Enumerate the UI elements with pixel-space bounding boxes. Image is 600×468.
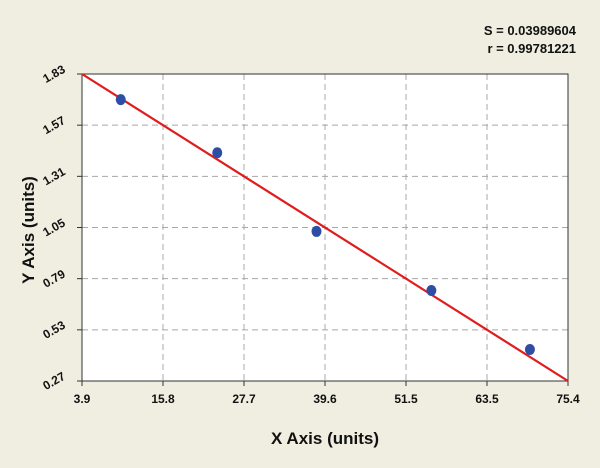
y-tick-label: 0.53: [40, 318, 68, 342]
y-tick-label: 1.57: [40, 113, 68, 137]
x-tick-label: 75.4: [556, 392, 580, 406]
y-tick-label: 1.05: [40, 215, 68, 239]
std-error-stat: S = 0.03989604: [483, 23, 576, 38]
x-axis-title: X Axis (units): [271, 429, 379, 448]
x-tick-label: 51.5: [394, 392, 418, 406]
y-axis-title: Y Axis (units): [19, 176, 38, 284]
y-tick-label: 0.79: [40, 267, 68, 291]
x-tick-label: 3.9: [74, 392, 91, 406]
data-point: [426, 284, 437, 296]
data-point: [311, 225, 322, 237]
x-tick-label: 27.7: [232, 392, 256, 406]
regression-line: [81, 73, 569, 382]
data-point: [212, 147, 223, 159]
y-tick-label: 1.83: [40, 62, 68, 86]
correlation-stat: r = 0.99781221: [487, 41, 576, 56]
y-tick-label: 0.27: [40, 369, 68, 393]
data-point: [524, 344, 535, 356]
x-tick-label: 63.5: [475, 392, 499, 406]
x-tick-label: 39.6: [313, 392, 337, 406]
y-tick-label: 1.31: [40, 164, 68, 188]
data-point: [115, 94, 126, 106]
x-tick-label: 15.8: [151, 392, 175, 406]
